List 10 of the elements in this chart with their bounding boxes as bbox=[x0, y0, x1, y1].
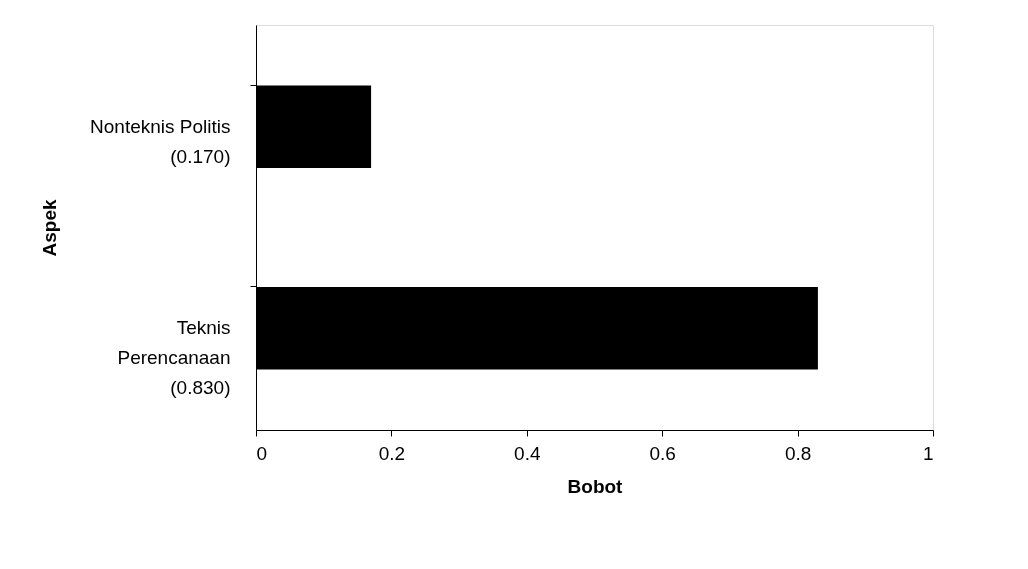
x-tick-label: 0.4 bbox=[514, 442, 541, 464]
x-tick-label: 0.2 bbox=[378, 442, 406, 464]
x-tick-label: 0.6 bbox=[649, 442, 676, 464]
x-tick-label: 1 bbox=[922, 442, 934, 464]
y-axis-title: Aspek bbox=[39, 199, 61, 257]
y-tick-label: Teknis Perencanaan (0.830) bbox=[117, 317, 231, 399]
x-tick-label: 0 bbox=[256, 442, 268, 464]
x-tick-label: 0.8 bbox=[784, 442, 812, 464]
x-axis-title: Bobot bbox=[567, 475, 624, 497]
y-tick-label: Nonteknis Politis (0.170) bbox=[90, 115, 231, 167]
